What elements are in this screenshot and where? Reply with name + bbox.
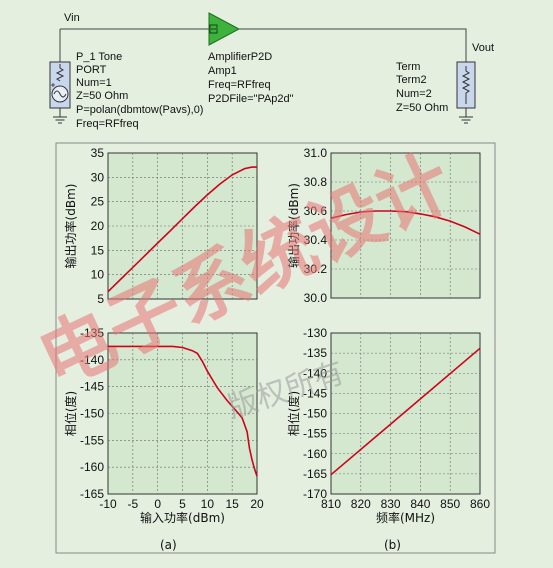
amp-line-3: P2DFile="PAp2d" — [208, 93, 294, 105]
series-line-a-top — [107, 166, 257, 293]
y-tick-label: 15 — [91, 243, 105, 257]
charts-frame — [55, 142, 496, 554]
chart-a-bottom: -10 -5 0 5 10 15 20 -165 -160 -155 -150 -145 -140 -13… — [63, 326, 264, 525]
y-tick-label: 30.0 — [304, 291, 328, 305]
caption-b: (b) — [384, 538, 401, 552]
y-tick-label: 35 — [91, 146, 105, 160]
wire-out — [238, 28, 467, 62]
source-line-1: PORT — [76, 64, 107, 76]
plot-area-b-top — [330, 152, 481, 299]
series-line-b-bottom — [330, 347, 481, 476]
y-axis-label: 输出功率(dBm) — [286, 183, 301, 268]
y-tick-label: -145 — [80, 380, 104, 394]
source-line-5: Freq=RFfreq — [76, 118, 139, 130]
x-tick-label: 860 — [470, 497, 490, 511]
port-resistor — [55, 64, 65, 82]
x-tick-label: -5 — [127, 497, 138, 511]
amp-line-2: Freq=RFfreq — [208, 79, 271, 91]
y-tick-label: 30.2 — [304, 262, 328, 276]
amplifier-pin — [209, 24, 218, 34]
term-line-0: Term — [396, 61, 420, 73]
y-axis-label: 相位(度) — [286, 391, 301, 436]
y-tick-label: -135 — [303, 346, 327, 360]
term-line-1: Term2 — [396, 74, 427, 86]
x-tick-label: 0 — [154, 497, 161, 511]
y-tick-label: -140 — [303, 366, 327, 380]
y-tick-label: 30 — [91, 170, 105, 184]
x-tick-label: 810 — [321, 497, 341, 511]
x-tick-label: 850 — [440, 497, 460, 511]
y-tick-label: -130 — [303, 326, 327, 340]
port-sine — [53, 90, 67, 98]
x-tick-label: 10 — [201, 497, 215, 511]
vin-label: Vin — [64, 12, 80, 24]
amplifier-params: AmplifierP2D Amp1 Freq=RFfreq P2DFile="P… — [208, 51, 294, 105]
y-tick-label: 30.8 — [304, 175, 328, 189]
amplifier-symbol — [208, 12, 241, 46]
y-tick-label: -160 — [80, 460, 104, 474]
amplifier-triangle — [208, 12, 241, 46]
term-resistor — [461, 66, 471, 104]
term-params: Term Term2 Num=2 Z=50 Ohm — [396, 61, 448, 114]
y-axis-label: 输出功率(dBm) — [63, 184, 78, 269]
source-line-2: Num=1 — [76, 77, 112, 89]
y-tick-label: 30.6 — [304, 204, 328, 218]
term-line-2: Num=2 — [396, 88, 432, 100]
chart-b-bottom: 810 820 830 840 850 860 -170 -165 -160 -155 -150 -1… — [286, 326, 490, 525]
series-line-b-top — [330, 210, 481, 235]
schematic: Vin Vout — [49, 12, 494, 130]
y-tick-label: -150 — [80, 407, 104, 421]
y-tick-label: -170 — [303, 487, 327, 501]
vout-label: Vout — [472, 42, 494, 54]
y-tick-label: 5 — [97, 292, 104, 306]
y-tick-label: -135 — [80, 326, 104, 340]
x-tick-label: 840 — [410, 497, 430, 511]
y-tick-label: -165 — [303, 467, 327, 481]
y-tick-label: 25 — [91, 195, 105, 209]
y-tick-label: -155 — [303, 427, 327, 441]
term-line-3: Z=50 Ohm — [396, 102, 448, 114]
y-tick-label: -150 — [303, 407, 327, 421]
x-axis-label: 输入功率(dBm) — [140, 510, 225, 525]
y-tick-label: 31.0 — [304, 146, 328, 160]
source-line-3: Z=50 Ohm — [76, 90, 128, 102]
y-tick-label: -160 — [303, 447, 327, 461]
y-tick-label: 30.4 — [304, 233, 328, 247]
y-axis-label: 相位(度) — [63, 391, 78, 436]
y-tick-label: -155 — [80, 433, 104, 447]
x-tick-label: 830 — [381, 497, 401, 511]
x-tick-label: 820 — [351, 497, 371, 511]
y-tick-label: 10 — [91, 268, 105, 282]
source-line-4: P=polan(dbmtow(Pavs),0) — [76, 104, 203, 116]
x-tick-label: 20 — [250, 497, 264, 511]
y-tick-label: -140 — [80, 353, 104, 367]
chart-b-top: 30.0 30.2 30.4 30.6 30.8 31.0 输出功率(dBm) — [286, 146, 481, 305]
series-line-a-bottom — [108, 345, 258, 477]
x-tick-label: 15 — [225, 497, 239, 511]
source-params: P_1 Tone PORT Num=1 Z=50 Ohm P=polan(dbm… — [76, 51, 203, 130]
y-tick-label: -145 — [303, 386, 327, 400]
amp-line-1: Amp1 — [208, 65, 237, 77]
y-tick-label: 20 — [91, 219, 105, 233]
y-tick-label: -165 — [80, 487, 104, 501]
amp-line-0: AmplifierP2D — [208, 51, 272, 63]
source-line-0: P_1 Tone — [76, 51, 122, 63]
port-source-symbol — [49, 61, 71, 124]
term-symbol — [456, 61, 476, 124]
chart-a-top: 5 10 15 20 25 30 35 输出功率(dBm) — [63, 146, 258, 306]
x-tick-label: 5 — [179, 497, 186, 511]
x-axis-label: 频率(MHz) — [376, 510, 435, 525]
caption-a: (a) — [160, 538, 177, 552]
plot-area-b-bottom — [330, 332, 481, 495]
x-tick-label: -10 — [99, 497, 117, 511]
